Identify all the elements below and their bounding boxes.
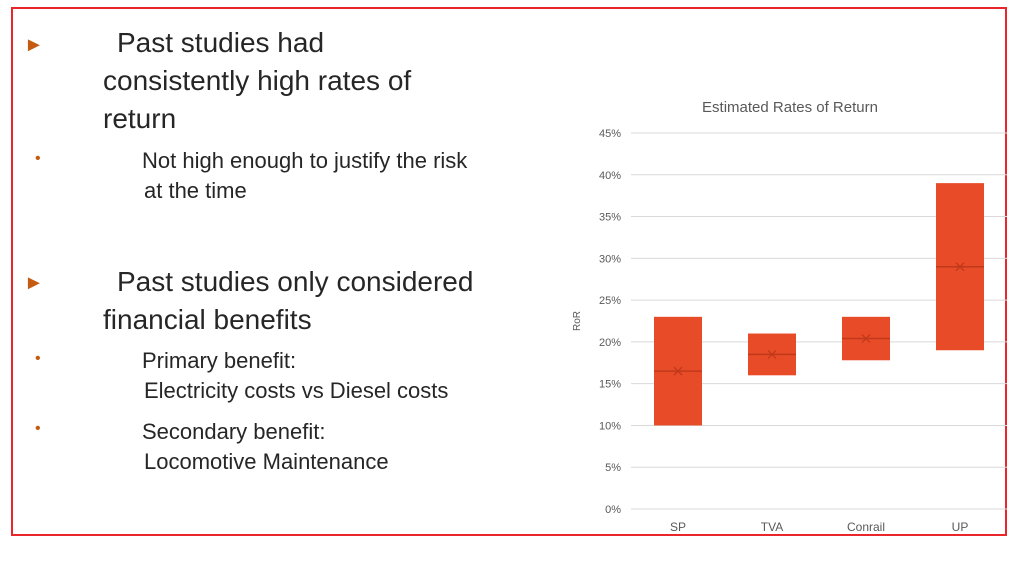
bullet-line: Past studies only considered	[117, 266, 474, 297]
mean-marker	[767, 349, 777, 359]
bullet-line: Primary benefit:	[142, 348, 297, 373]
x-tick-label: Conrail	[847, 520, 885, 534]
arrow-bullet-icon: ►	[24, 272, 44, 294]
bullet-line: return	[103, 103, 177, 134]
bullet-line: consistently high rates of	[103, 65, 412, 96]
y-tick-label: 20%	[599, 337, 621, 349]
arrow-bullet-icon: ►	[24, 34, 44, 56]
y-tick-label: 45%	[599, 128, 621, 140]
x-tick-label: TVA	[761, 520, 783, 534]
y-tick-label: 40%	[599, 170, 621, 182]
bullet-1: Past studies had consistently high rates…	[103, 24, 411, 138]
y-tick-label: 5%	[605, 462, 621, 474]
mean-marker	[955, 262, 965, 272]
slide-frame	[11, 7, 1007, 536]
bullet-line: at the time	[144, 178, 247, 203]
mean-marker	[861, 334, 871, 344]
y-tick-label: 0%	[605, 504, 621, 516]
bullet-4: Primary benefit: Electricity costs vs Di…	[142, 346, 448, 406]
dot-bullet-icon: •	[35, 420, 41, 437]
dot-bullet-icon: •	[35, 150, 41, 167]
mean-marker	[673, 366, 683, 376]
y-tick-label: 25%	[599, 295, 621, 307]
y-axis-label: RoR	[572, 311, 583, 331]
bullet-5: Secondary benefit: Locomotive Maintenanc…	[142, 417, 389, 477]
bullet-line: Locomotive Maintenance	[144, 449, 389, 474]
y-tick-label: 35%	[599, 212, 621, 224]
bullet-line: Electricity costs vs Diesel costs	[144, 378, 449, 403]
x-tick-label: SP	[670, 520, 686, 534]
y-tick-label: 30%	[599, 253, 621, 265]
y-tick-label: 15%	[599, 379, 621, 391]
bullet-3: Past studies only considered financial b…	[103, 263, 473, 339]
bullet-line: financial benefits	[103, 304, 312, 335]
bullet-line: Past studies had	[117, 27, 325, 58]
dot-bullet-icon: •	[35, 350, 41, 367]
chart-title: Estimated Rates of Return	[702, 99, 878, 116]
bullet-line: Secondary benefit:	[142, 419, 326, 444]
bullet-line: Not high enough to justify the risk	[142, 148, 468, 173]
x-tick-label: UP	[952, 520, 969, 534]
y-tick-label: 10%	[599, 420, 621, 432]
bullet-2: Not high enough to justify the risk at t…	[142, 146, 467, 206]
